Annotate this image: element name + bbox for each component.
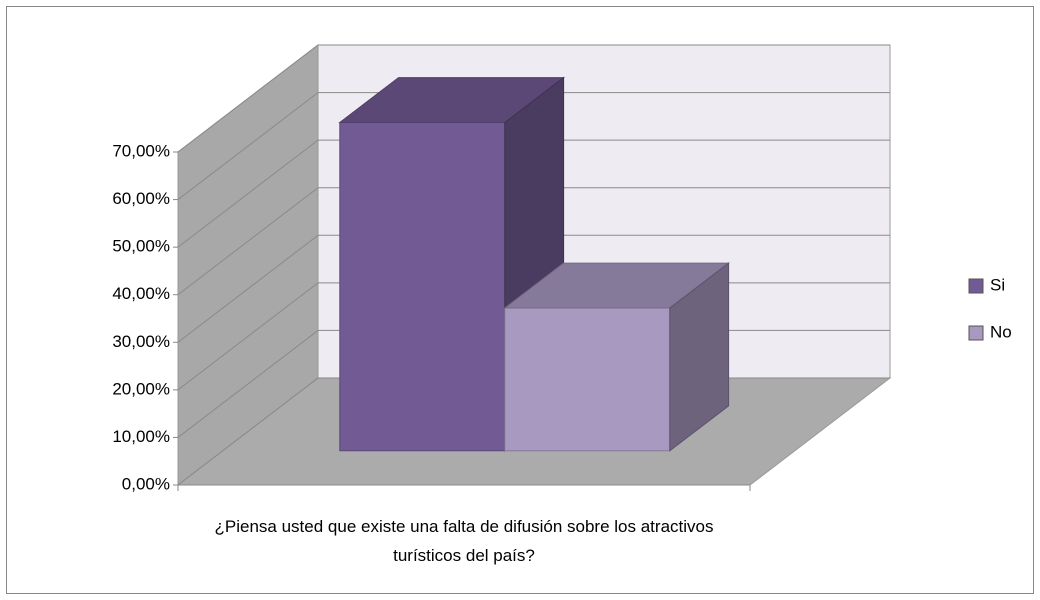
y-tick-label: 60,00% xyxy=(112,189,170,208)
y-tick-label: 40,00% xyxy=(112,284,170,303)
legend-label: No xyxy=(990,322,1012,341)
legend-swatch xyxy=(968,278,984,294)
x-axis-category-label: ¿Piensa usted que existe una falta de di… xyxy=(214,517,714,565)
legend-label: Si xyxy=(990,275,1005,294)
y-tick-label: 10,00% xyxy=(112,427,170,446)
grid-line xyxy=(177,44,890,153)
grid-line xyxy=(177,234,890,343)
y-tick-label: 30,00% xyxy=(112,332,170,351)
grid-line xyxy=(177,139,890,248)
bar-side xyxy=(669,262,730,452)
grid-line xyxy=(177,92,890,200)
y-tick-label: 20,00% xyxy=(112,379,170,398)
grid-line xyxy=(177,187,890,296)
y-tick-label: 50,00% xyxy=(112,237,170,256)
legend-swatch xyxy=(968,325,984,341)
bar-front xyxy=(339,122,506,452)
y-tick-label: 0,00% xyxy=(122,474,170,493)
y-tick-label: 70,00% xyxy=(112,141,170,160)
bar-front xyxy=(504,307,671,452)
